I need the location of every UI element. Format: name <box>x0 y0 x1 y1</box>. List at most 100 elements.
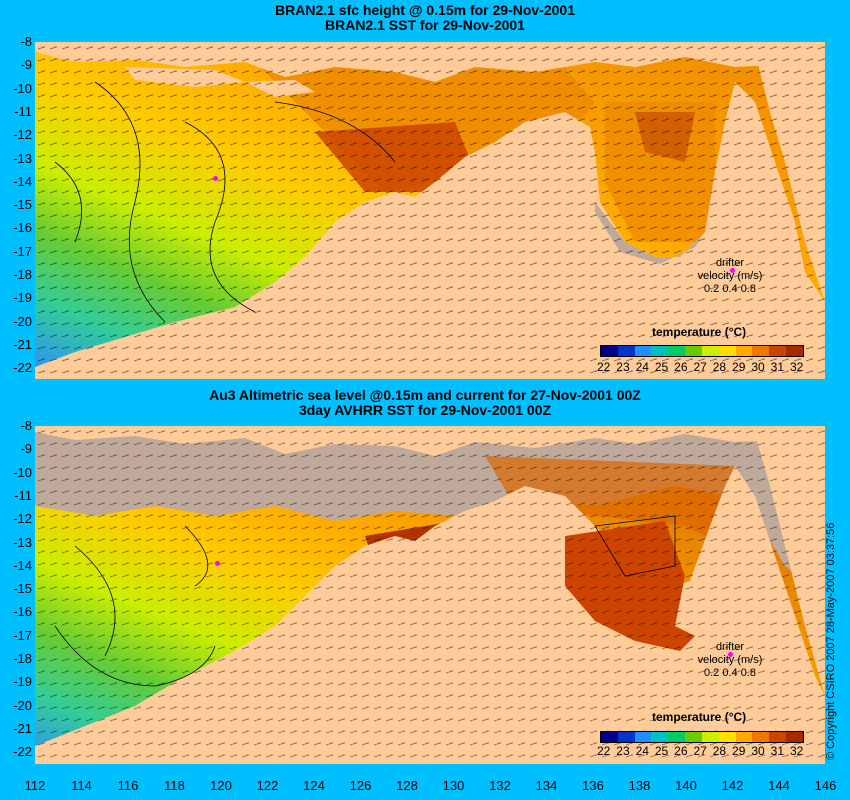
top-title-line2: BRAN2.1 SST for 29-Nov-2001 <box>325 17 525 33</box>
legend-tick-label: 29 <box>732 744 746 758</box>
legend-ticks-bottom: 22 23 24 25 26 27 28 29 30 31 32 <box>594 744 806 758</box>
legend-swatch <box>668 732 686 742</box>
legend-swatch <box>685 732 702 742</box>
x-axis-tick-label: 128 <box>396 778 418 793</box>
y-axis-bottom-tick-label: -12 <box>13 511 32 527</box>
legend-swatch <box>668 346 686 356</box>
y-axis-bottom-tick-label: -15 <box>13 581 32 597</box>
x-axis-tick-label: 132 <box>489 778 511 793</box>
legend-swatch <box>752 732 770 742</box>
legend-swatch <box>685 346 702 356</box>
drifter-marker-top <box>213 176 218 181</box>
drifter-title-bottom: drifter <box>715 641 745 653</box>
x-axis-tick-label: 112 <box>24 778 46 793</box>
y-axis-bottom-tick-label: -14 <box>13 557 32 573</box>
y-axis-top-tick-label: -15 <box>13 197 32 213</box>
legend-tick-label: 28 <box>712 360 727 374</box>
x-axis-tick-label: 124 <box>303 778 325 793</box>
top-map <box>35 42 825 379</box>
x-axis-tick-label: 114 <box>71 778 92 793</box>
x-axis-tick-label: 130 <box>442 778 465 793</box>
legend-tick-label: 27 <box>693 744 707 758</box>
copyright-text: © Copyright CSIRO 2007 28-May-2007 03:37… <box>825 522 837 760</box>
legend-tick-label: 24 <box>635 744 649 758</box>
bottom-title-line1: Au3 Altimetric sea level @0.15m and curr… <box>209 387 641 403</box>
legend-swatch <box>752 346 770 356</box>
legend-swatch <box>651 732 669 742</box>
y-axis-top-tick-label: -18 <box>13 267 32 282</box>
x-axis-tick-label: 134 <box>535 778 558 793</box>
y-axis-top-tick-label: -13 <box>13 150 32 166</box>
legend-swatch <box>651 346 669 356</box>
x-axis-tick-label: 138 <box>628 778 651 793</box>
legend-swatch <box>718 346 736 356</box>
drifter-velocity-scale-bottom: drifter velocity (m/s) 0.2 0.4 0.8 <box>690 641 770 680</box>
legend-colorbar-bottom <box>600 731 804 743</box>
y-axis-top-tick-label: -20 <box>13 313 32 329</box>
x-axis-tick-label: 126 <box>349 778 372 793</box>
y-axis-top-tick-label: -16 <box>13 220 32 236</box>
legend-tick-label: 23 <box>616 360 630 374</box>
legend-colorbar-top <box>600 345 804 357</box>
legend-tick-label: 23 <box>616 744 630 758</box>
y-axis-top-tick-label: -21 <box>13 336 32 352</box>
legend-title-top: temperature (°C) <box>652 325 747 339</box>
x-axis-tick-label: 120 <box>210 778 232 793</box>
y-axis-bottom-tick-label: -10 <box>13 464 32 480</box>
legend-swatch <box>601 346 618 356</box>
legend-tick-label: 28 <box>712 744 727 758</box>
y-axis-top-tick-label: -8 <box>20 34 32 49</box>
legend-swatch <box>601 732 618 742</box>
y-axis-bottom-tick-label: -8 <box>20 418 32 433</box>
y-axis-top-tick-label: -9 <box>20 57 32 73</box>
legend-tick-label: 25 <box>654 360 669 374</box>
y-axis-top-tick-label: -19 <box>13 290 32 306</box>
x-axis-tick-label: 140 <box>675 778 697 793</box>
y-axis-bottom-tick-label: -19 <box>13 674 32 690</box>
x-axis-tick-label: 144 <box>768 778 790 793</box>
legend-swatch <box>617 732 635 742</box>
y-axis-bottom-tick-label: -21 <box>13 720 32 736</box>
legend-tick-label: 22 <box>596 360 611 374</box>
y-axis-bottom-tick-label: -16 <box>13 604 32 620</box>
y-axis-top-tick-label: -12 <box>13 127 32 143</box>
legend-swatch <box>735 346 753 356</box>
x-axis-tick-label: 116 <box>117 778 139 793</box>
legend-tick-label: 25 <box>654 744 669 758</box>
legend-tick-label: 22 <box>596 744 611 758</box>
drifter-velocity-scale-top: drifter velocity (m/s) 0.2 0.4 0.8 <box>690 257 770 296</box>
y-axis-top-tick-label: -22 <box>13 360 32 376</box>
legend-swatch <box>769 732 787 742</box>
drifter-velocity-label-bottom: velocity (m/s) <box>697 654 763 666</box>
drifter-legend-dot-top <box>730 268 735 273</box>
drifter-scale-values-top: 0.2 0.4 0.8 <box>704 283 756 295</box>
drifter-marker-bottom <box>215 561 220 566</box>
legend-swatch <box>769 346 787 356</box>
legend-swatch <box>634 346 652 356</box>
legend-tick-label: 32 <box>789 360 804 374</box>
legend-tick-label: 29 <box>732 360 746 374</box>
drifter-legend-dot-bottom <box>728 652 733 657</box>
legend-swatch <box>718 732 736 742</box>
drifter-scale-values-bottom: 0.2 0.4 0.8 <box>704 667 756 679</box>
legend-tick-label: 31 <box>770 360 784 374</box>
legend-swatch <box>786 732 803 742</box>
legend-tick-label: 31 <box>770 744 784 758</box>
y-axis-bottom-tick-label: -22 <box>13 744 32 760</box>
y-axis-top-tick-label: -17 <box>13 243 32 259</box>
y-axis-top-tick-label: -11 <box>14 103 32 119</box>
legend-swatch <box>634 732 652 742</box>
top-title-line1: BRAN2.1 sfc height @ 0.15m for 29-Nov-20… <box>275 2 575 18</box>
y-axis-bottom-tick-label: -11 <box>14 487 32 503</box>
legend-swatch <box>617 346 635 356</box>
y-axis-top-tick-label: -14 <box>13 173 32 189</box>
legend-tick-label: 30 <box>751 744 765 758</box>
y-axis-bottom-tick-label: -17 <box>13 627 32 643</box>
bottom-map <box>35 426 825 764</box>
x-axis-tick-label: 146 <box>814 778 837 793</box>
legend-swatch <box>735 732 753 742</box>
legend-tick-label: 27 <box>693 360 707 374</box>
x-axis-tick-label: 122 <box>256 778 279 793</box>
y-axis-bottom-tick-label: -13 <box>13 534 32 550</box>
legend-tick-label: 26 <box>674 360 688 374</box>
